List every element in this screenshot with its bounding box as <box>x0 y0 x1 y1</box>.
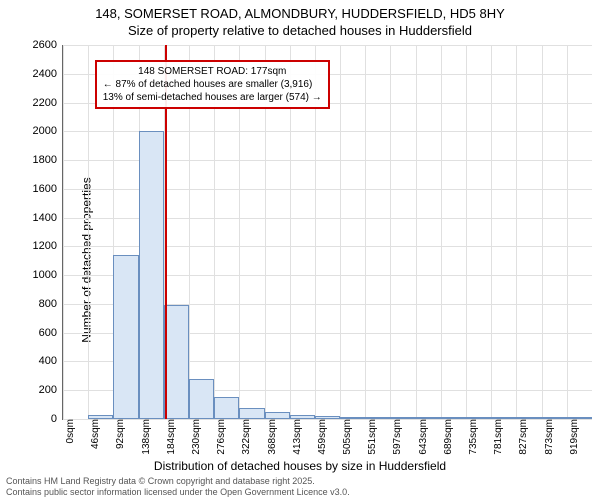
y-tick-label: 2400 <box>33 68 63 80</box>
x-tick-label: 459sqm <box>315 419 328 455</box>
histogram-bar <box>214 397 239 419</box>
y-tick-label: 1400 <box>33 212 63 224</box>
gridline-v <box>340 45 341 419</box>
x-tick-label: 919sqm <box>567 419 580 455</box>
x-tick-label: 413sqm <box>290 419 303 455</box>
x-tick-label: 138sqm <box>139 419 152 455</box>
x-tick-label: 368sqm <box>265 419 278 455</box>
y-tick-label: 1600 <box>33 183 63 195</box>
gridline-v <box>416 45 417 419</box>
histogram-bar <box>113 255 138 419</box>
x-tick-label: 230sqm <box>189 419 202 455</box>
x-tick-label: 735sqm <box>466 419 479 455</box>
x-tick-label: 873sqm <box>542 419 555 455</box>
x-tick-label: 92sqm <box>113 419 126 449</box>
x-tick-label: 689sqm <box>441 419 454 455</box>
gridline-v <box>491 45 492 419</box>
y-tick-label: 1800 <box>33 154 63 166</box>
x-tick-label: 322sqm <box>239 419 252 455</box>
gridline-h <box>63 45 592 46</box>
histogram-bar <box>542 417 567 419</box>
histogram-bar <box>416 417 441 419</box>
x-tick-label: 597sqm <box>390 419 403 455</box>
x-tick-label: 0sqm <box>63 419 76 443</box>
y-tick-label: 600 <box>39 327 63 339</box>
y-tick-label: 200 <box>39 384 63 396</box>
histogram-bar <box>189 379 214 419</box>
callout-box: 148 SOMERSET ROAD: 177sqm← 87% of detach… <box>95 60 330 109</box>
y-tick-label: 400 <box>39 355 63 367</box>
histogram-bar <box>88 415 113 419</box>
callout-line1: ← 87% of detached houses are smaller (3,… <box>103 78 322 91</box>
histogram-bar <box>239 408 264 420</box>
y-tick-label: 2600 <box>33 39 63 51</box>
page-title-line1: 148, SOMERSET ROAD, ALMONDBURY, HUDDERSF… <box>0 6 600 23</box>
callout-title: 148 SOMERSET ROAD: 177sqm <box>103 65 322 78</box>
x-tick-label: 276sqm <box>214 419 227 455</box>
x-tick-label: 184sqm <box>164 419 177 455</box>
page-title-line2: Size of property relative to detached ho… <box>0 23 600 40</box>
gridline-v <box>542 45 543 419</box>
gridline-v <box>516 45 517 419</box>
histogram-bar <box>441 417 466 419</box>
chart-container: Number of detached properties 0200400600… <box>0 45 600 475</box>
x-axis-label: Distribution of detached houses by size … <box>0 459 600 473</box>
footer-line1: Contains HM Land Registry data © Crown c… <box>6 476 594 487</box>
histogram-bar <box>315 416 340 419</box>
footer: Contains HM Land Registry data © Crown c… <box>0 476 600 500</box>
histogram-bar <box>164 305 189 419</box>
histogram-bar <box>491 417 516 419</box>
x-tick-label: 643sqm <box>416 419 429 455</box>
gridline-v <box>567 45 568 419</box>
x-tick-label: 505sqm <box>340 419 353 455</box>
x-tick-label: 827sqm <box>516 419 529 455</box>
histogram-bar <box>365 417 390 419</box>
y-tick-label: 1000 <box>33 269 63 281</box>
histogram-bar <box>567 417 592 419</box>
histogram-bar <box>290 415 315 419</box>
histogram-bar <box>139 131 164 419</box>
callout-line2: 13% of semi-detached houses are larger (… <box>103 91 322 104</box>
x-tick-label: 551sqm <box>365 419 378 455</box>
y-tick-label: 2200 <box>33 97 63 109</box>
histogram-bar <box>340 417 365 419</box>
footer-line2: Contains public sector information licen… <box>6 487 594 498</box>
gridline-v <box>466 45 467 419</box>
histogram-bar <box>466 417 491 419</box>
y-tick-label: 2000 <box>33 125 63 137</box>
y-tick-label: 0 <box>51 413 63 425</box>
plot-area: 0200400600800100012001400160018002000220… <box>62 45 592 420</box>
histogram-bar <box>516 417 541 419</box>
gridline-v <box>88 45 89 419</box>
gridline-v <box>390 45 391 419</box>
gridline-v <box>63 45 64 419</box>
y-tick-label: 800 <box>39 298 63 310</box>
gridline-v <box>441 45 442 419</box>
histogram-bar <box>265 412 290 419</box>
gridline-v <box>365 45 366 419</box>
x-tick-label: 46sqm <box>88 419 101 449</box>
x-tick-label: 781sqm <box>491 419 504 455</box>
y-tick-label: 1200 <box>33 240 63 252</box>
histogram-bar <box>390 417 415 419</box>
